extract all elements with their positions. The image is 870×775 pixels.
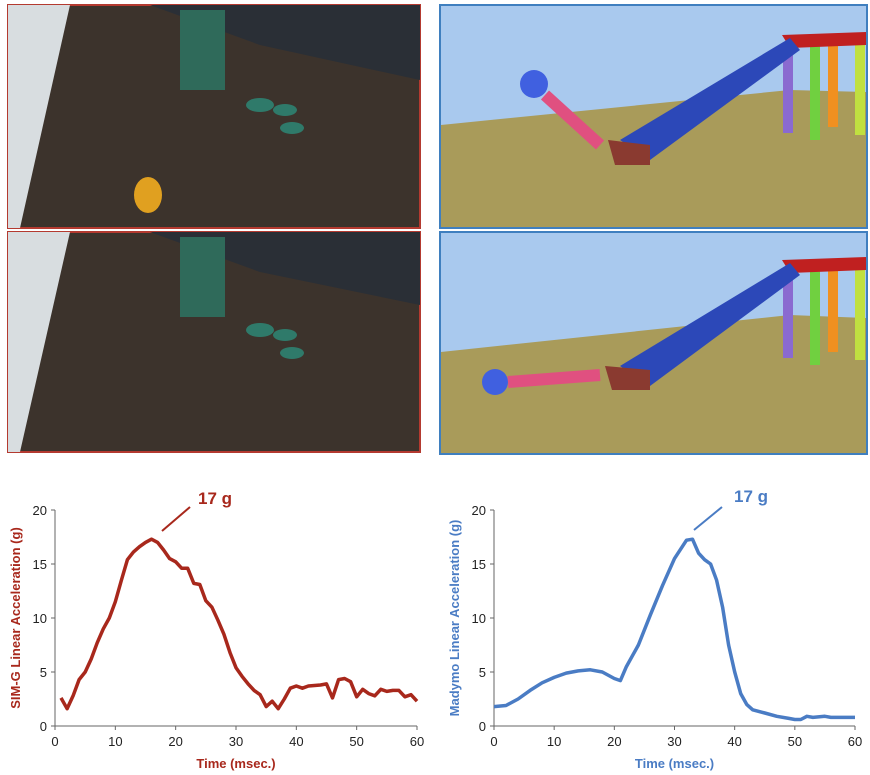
x-tick-label: 40 [289, 734, 303, 749]
annotation-leader [694, 507, 722, 530]
data-line [61, 539, 417, 709]
y-tick-label: 0 [479, 719, 486, 734]
figure: 051015200102030405060Time (msec.)SIM-G L… [0, 0, 870, 775]
x-tick-label: 30 [229, 734, 243, 749]
y-tick-label: 5 [479, 665, 486, 680]
x-tick-label: 20 [168, 734, 182, 749]
x-tick-label: 40 [727, 734, 741, 749]
x-tick-label: 60 [410, 734, 424, 749]
y-tick-label: 20 [472, 503, 486, 518]
x-tick-label: 20 [607, 734, 621, 749]
x-axis-label: Time (msec.) [635, 756, 714, 771]
data-line [494, 539, 855, 719]
annotation: 17 g [198, 489, 232, 508]
y-tick-label: 15 [33, 557, 47, 572]
x-axis-label: Time (msec.) [196, 756, 275, 771]
chart: 0 5 10 15 20 0 10 20 30 40 50 60 Time (msec.) Madymo … [447, 487, 862, 771]
annotation-leader [162, 507, 190, 531]
x-tick-label: 60 [848, 734, 862, 749]
photo-bottom [8, 232, 420, 452]
y-axis-label: SIM-G Linear Acceleration (g) [8, 527, 23, 709]
x-tick-label: 10 [108, 734, 122, 749]
y-tick-label: 5 [40, 665, 47, 680]
chart: 0 5 10 15 20 0 10 20 30 40 50 60 Time (msec.) SIM-G L… [8, 489, 424, 771]
x-tick-label: 50 [788, 734, 802, 749]
x-tick-label: 0 [51, 734, 58, 749]
photo-top [8, 5, 420, 228]
y-tick-label: 15 [472, 557, 486, 572]
x-tick-label: 30 [667, 734, 681, 749]
x-tick-label: 10 [547, 734, 561, 749]
y-tick-label: 0 [40, 719, 47, 734]
y-tick-label: 10 [472, 611, 486, 626]
annotation: 17 g [734, 487, 768, 506]
x-tick-label: 0 [490, 734, 497, 749]
render-bottom [440, 232, 867, 454]
y-axis-label: Madymo Linear Acceleration (g) [447, 520, 462, 717]
x-tick-label: 50 [349, 734, 363, 749]
y-tick-label: 10 [33, 611, 47, 626]
render-top [440, 5, 867, 228]
y-tick-label: 20 [33, 503, 47, 518]
